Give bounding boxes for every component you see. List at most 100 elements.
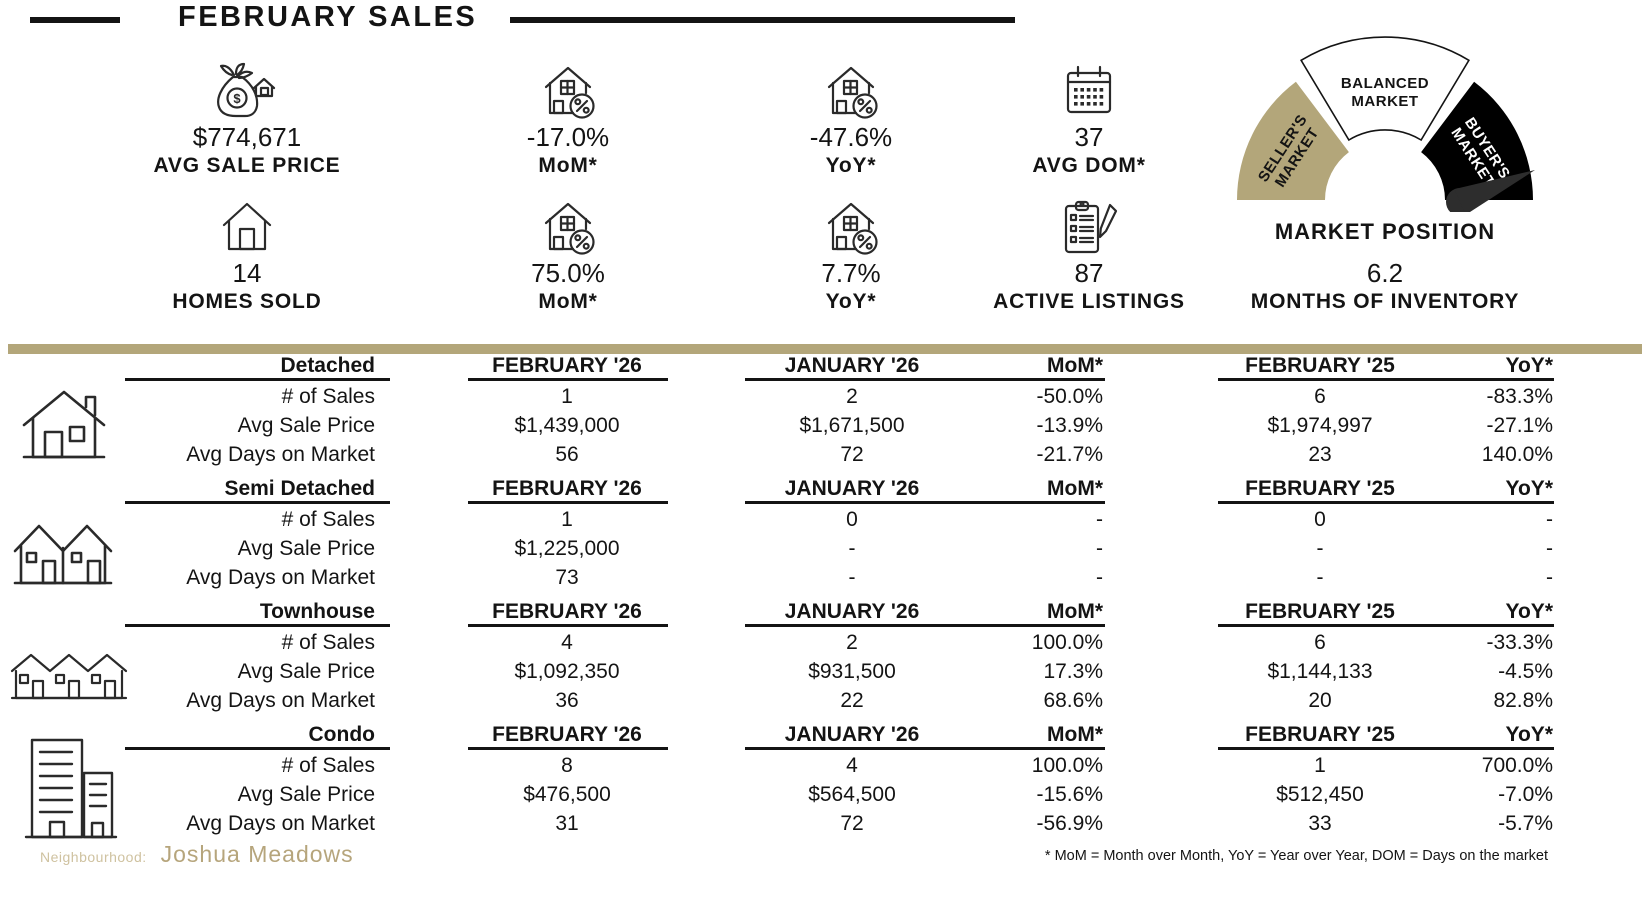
neighbourhood: Neighbourhood: Joshua Meadows [40,841,354,868]
col-feb26: FEBRUARY '26 [492,600,642,623]
cell: $1,671,500 [799,414,905,437]
kpi-value: $774,671 [192,122,302,152]
col-feb25: FEBRUARY '25 [1245,354,1395,377]
section-name: Semi Detached [224,477,375,500]
cell: 36 [555,689,579,712]
kpi-avg-sale-price: $ $774,671 AVG SALE PRICE [97,58,397,180]
col-jan26: JANUARY '26 [784,600,920,623]
row-label: # of Sales [281,631,375,654]
row-label: # of Sales [281,508,375,531]
title-rule-left [30,17,120,23]
gauge-segment-sellers [1237,81,1349,200]
cell: - [1096,508,1103,531]
market-position-gauge: SELLER'S MARKET BALANCED MARKET BUYER'S … [1205,26,1565,245]
cell: 2 [846,631,858,654]
table-row: Avg Sale Price $1,092,350 $931,500 17.3%… [0,657,1650,686]
kpi-value: 87 [1074,258,1104,288]
kpi-mom-price: -17.0% MoM* [458,58,678,180]
table-row: Avg Days on Market 73 - - - - [0,563,1650,592]
cell: $1,225,000 [514,537,620,560]
table-section-detached: Detached FEBRUARY '26 JANUARY '26 MoM* F… [0,352,1650,474]
col-mom: MoM* [1047,354,1103,377]
header-underline [1218,624,1554,627]
kpi-value: -47.6% [809,122,893,152]
table-row: Avg Days on Market 36 22 68.6% 20 82.8% [0,686,1650,715]
cell: 72 [840,443,864,466]
cell: -5.7% [1498,812,1553,835]
cell: 73 [555,566,579,589]
kpi-label: ACTIVE LISTINGS [993,290,1185,313]
cell: - [1546,566,1553,589]
cell: 1 [561,385,573,408]
header-underline [745,378,1105,381]
title-rule-right [510,17,1015,23]
cell: $564,500 [808,783,896,806]
cell: 82.8% [1493,689,1553,712]
table-row: # of Sales 1 2 -50.0% 6 -83.3% [0,382,1650,411]
kpi-label: MoM* [538,154,598,177]
cell: 0 [846,508,858,531]
col-jan26: JANUARY '26 [784,354,920,377]
cell: -27.1% [1486,414,1553,437]
header-underline [468,501,668,504]
house-percent-icon [741,58,961,120]
cell: -13.9% [1036,414,1103,437]
cell: 72 [840,812,864,835]
cell: 1 [1314,754,1326,777]
cell: - [1096,566,1103,589]
cell: 100.0% [1031,754,1103,777]
header-underline [1218,378,1554,381]
cell: -4.5% [1498,660,1553,683]
section-header-row: Detached FEBRUARY '26 JANUARY '26 MoM* F… [0,352,1650,381]
kpi-value: 6.2 [1366,258,1404,288]
cell: 700.0% [1481,754,1553,777]
header-underline [125,378,390,381]
section-header-row: Condo FEBRUARY '26 JANUARY '26 MoM* FEBR… [0,721,1650,750]
cell: 23 [1308,443,1332,466]
col-yoy: YoY* [1505,723,1553,746]
kpi-label: AVG SALE PRICE [153,154,341,177]
table-row: # of Sales 4 2 100.0% 6 -33.3% [0,628,1650,657]
col-feb26: FEBRUARY '26 [492,723,642,746]
kpi-value: 37 [1074,122,1104,152]
row-label: Avg Sale Price [237,537,375,560]
cell: $476,500 [523,783,611,806]
cell: -33.3% [1486,631,1553,654]
cell: - [1316,537,1324,560]
kpi-label: MoM* [538,290,598,313]
row-label: Avg Days on Market [186,566,375,589]
row-label: Avg Sale Price [237,414,375,437]
cell: -50.0% [1036,385,1103,408]
header-underline [745,747,1105,750]
header-underline [1218,501,1554,504]
cell: 68.6% [1043,689,1103,712]
col-yoy: YoY* [1505,600,1553,623]
kpi-active-listings: 87 ACTIVE LISTINGS [959,194,1219,316]
header-underline [468,378,668,381]
col-yoy: YoY* [1505,477,1553,500]
kpi-yoy-sales: 7.7% YoY* [741,194,961,316]
balanced-market-label: BALANCED [1341,75,1429,92]
condo-buildings-icon [22,737,118,846]
kpi-value: 14 [232,258,262,288]
kpi-value: 75.0% [531,258,605,288]
header-underline [125,747,390,750]
col-feb25: FEBRUARY '25 [1245,477,1395,500]
table-row: Avg Days on Market 31 72 -56.9% 33 -5.7% [0,809,1650,838]
col-feb26: FEBRUARY '26 [492,354,642,377]
table-row: Avg Sale Price $1,225,000 - - - - [0,534,1650,563]
table-row: # of Sales 1 0 - 0 - [0,505,1650,534]
cell: 1 [561,508,573,531]
cell: - [1546,537,1553,560]
cell: 4 [561,631,573,654]
row-label: Avg Sale Price [237,783,375,806]
section-name: Condo [308,723,375,746]
section-name: Townhouse [259,600,375,623]
row-label: Avg Days on Market [186,812,375,835]
cell: $1,092,350 [514,660,620,683]
table-row: # of Sales 8 4 100.0% 1 700.0% [0,751,1650,780]
table-section-townhouse: Townhouse FEBRUARY '26 JANUARY '26 MoM* … [0,598,1650,720]
row-label: Avg Days on Market [186,689,375,712]
house-percent-icon [458,58,678,120]
cell: - [848,566,856,589]
